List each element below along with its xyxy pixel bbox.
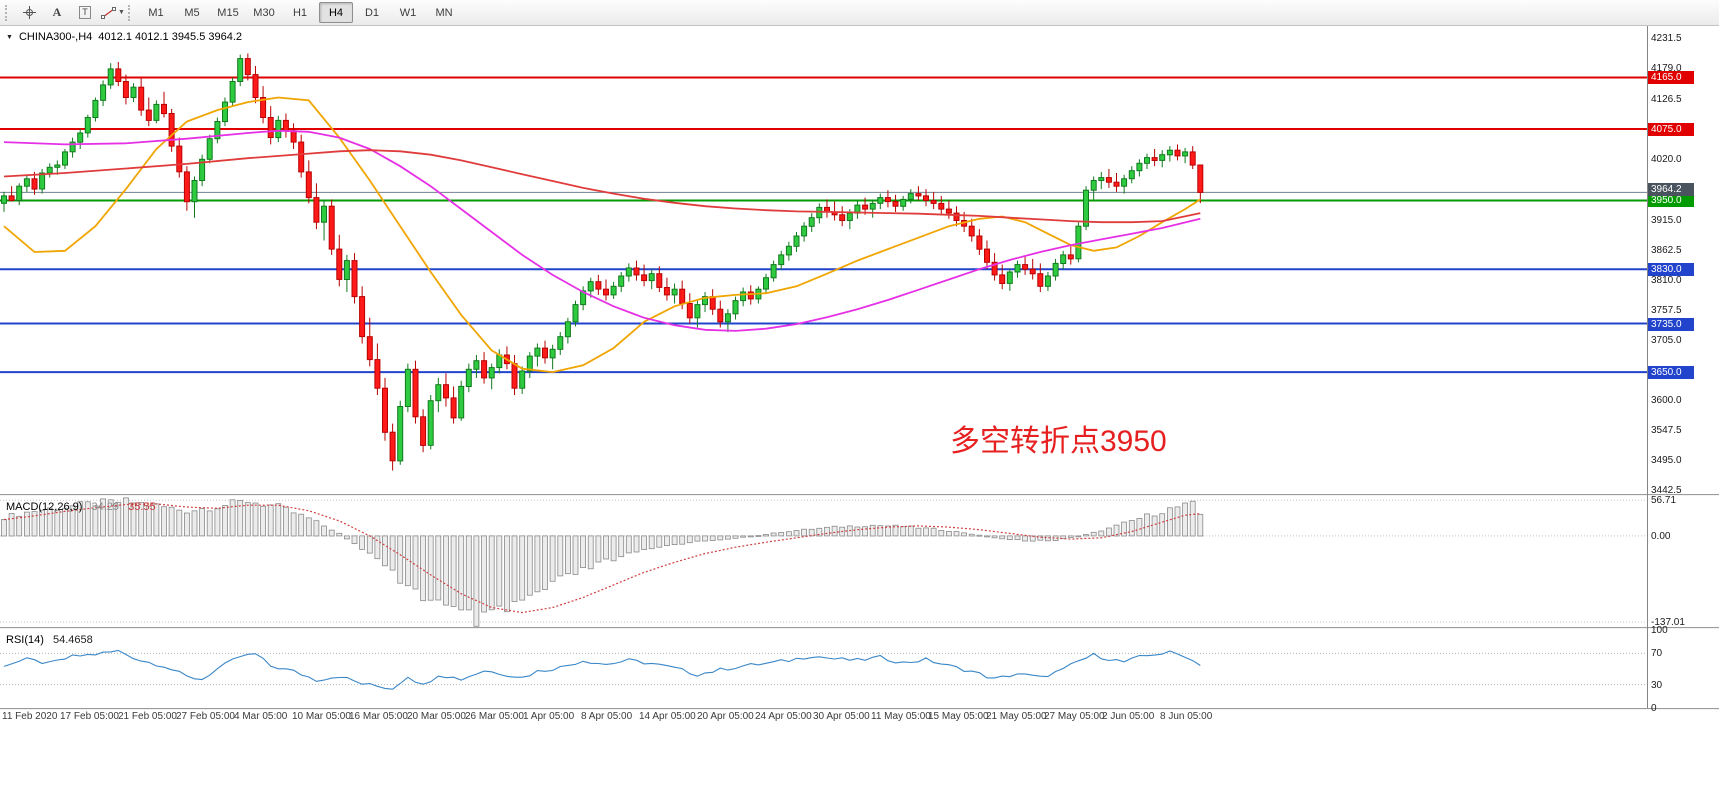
price-scale-tick: 3547.5 [1651, 425, 1682, 436]
time-axis-label: 14 Apr 05:00 [639, 711, 696, 722]
price-scale-tick: 3705.0 [1651, 335, 1682, 346]
macd-scale-tick: -137.01 [1651, 617, 1685, 628]
rsi-scale-tick: 30 [1651, 680, 1663, 691]
time-axis-label: 8 Jun 05:00 [1160, 711, 1213, 722]
macd-name: MACD(12,26,9) [6, 501, 83, 513]
macd-pane-canvas[interactable] [0, 497, 1647, 627]
line-studies-icon [101, 6, 117, 19]
price-badge-3950.0: 3950.0 [1648, 194, 1694, 207]
pane-splitter[interactable] [0, 627, 1719, 629]
time-axis-label: 16 Mar 05:00 [349, 711, 408, 722]
macd-value: 34.29 [91, 501, 120, 513]
price-scale-tick: 3600.0 [1651, 395, 1682, 406]
macd-scale-tick: 0.00 [1651, 531, 1671, 542]
price-scale-border [1647, 26, 1648, 708]
timeframe-button-mn[interactable]: MN [435, 6, 453, 19]
timeframe-button-w1[interactable]: W1 [399, 6, 417, 19]
time-axis-label: 2 Jun 05:00 [1102, 711, 1155, 722]
time-axis-label: 24 Apr 05:00 [755, 711, 812, 722]
price-scale-tick: 3915.0 [1651, 215, 1682, 226]
price-scale-tick: 3862.5 [1651, 245, 1682, 256]
textbox-tool[interactable]: T [72, 2, 98, 24]
timeframe-buttons-group: M1 M5 M15 M30 H1 H4 D1 W1 MN [139, 2, 461, 23]
timeframe-button-m5[interactable]: M5 [184, 6, 200, 19]
time-axis-label: 20 Mar 05:00 [407, 711, 466, 722]
symbol-period-label: CHINA300-,H4 [18, 31, 93, 43]
toolbar-grip[interactable] [128, 4, 134, 21]
macd-signal-value: 35.55 [128, 501, 156, 513]
price-scale-tick: 4020.0 [1651, 154, 1682, 165]
price-scale-tick: 4126.5 [1651, 94, 1682, 105]
time-axis-label: 10 Mar 05:00 [292, 711, 351, 722]
chart-title: ▼ CHINA300-,H4 4012.1 4012.1 3945.5 3964… [6, 31, 242, 43]
candles [1, 53, 1204, 471]
price-scale-tick: 3757.5 [1651, 305, 1682, 316]
price-scale-tick: 3442.5 [1651, 485, 1682, 496]
time-axis-label: 15 May 05:00 [928, 711, 989, 722]
macd-signal-line [3, 503, 1201, 614]
time-axis-label: 21 Feb 05:00 [118, 711, 177, 722]
time-axis-label: 17 Feb 05:00 [60, 711, 119, 722]
chevron-down-icon: ▼ [118, 9, 125, 16]
timeframe-button-m30[interactable]: M30 [253, 6, 275, 19]
price-badge-3735.0: 3735.0 [1648, 318, 1694, 331]
timeframe-button-h1[interactable]: H1 [292, 6, 308, 19]
price-scale-tick: 4179.0 [1651, 63, 1682, 74]
time-axis-label: 11 May 05:00 [871, 711, 931, 722]
time-axis-label: 26 Mar 05:00 [465, 711, 524, 722]
chart-annotation-text: 多空转折点3950 [950, 425, 1167, 458]
price-badge-4075.0: 4075.0 [1648, 123, 1694, 136]
rsi-scale-tick: 70 [1651, 648, 1663, 659]
pane-splitter[interactable] [0, 494, 1719, 496]
macd-histogram [1, 497, 1204, 627]
ma-fast-orange [3, 96, 1201, 374]
price-badge-3830.0: 3830.0 [1648, 263, 1694, 276]
time-axis-label: 11 Feb 2020 [2, 711, 58, 722]
rsi-scale-tick: 100 [1651, 625, 1668, 636]
price-badge-3650.0: 3650.0 [1648, 366, 1694, 379]
price-scale-tick: 3495.0 [1651, 455, 1682, 466]
line-studies-tool[interactable]: ▼ [100, 2, 126, 24]
ma-slow-red [3, 149, 1201, 224]
price-badge-4165.0: 4165.0 [1648, 71, 1694, 84]
time-axis-label: 30 Apr 05:00 [813, 711, 870, 722]
time-axis-label: 27 May 05:00 [1044, 711, 1105, 722]
price-scale-tick: 4231.5 [1651, 33, 1682, 44]
time-axis-label: 20 Apr 05:00 [697, 711, 754, 722]
time-axis-label: 1 Apr 05:00 [523, 711, 575, 722]
ohlc-values: 4012.1 4012.1 3945.5 3964.2 [98, 31, 243, 43]
rsi-scale-tick: 0 [1651, 703, 1657, 714]
pane-splitter[interactable] [0, 708, 1719, 710]
rsi-name: RSI(14) [6, 634, 44, 646]
timeframe-button-h4[interactable]: H4 [319, 2, 353, 23]
timeframe-button-d1[interactable]: D1 [364, 6, 380, 19]
time-axis[interactable]: 11 Feb 2020 17 Feb 05:00 21 Feb 05:00 27 Fe… [0, 711, 1647, 727]
macd-indicator-label: MACD(12,26,9) 34.29 35.55 [6, 501, 156, 513]
rsi-line [3, 649, 1201, 690]
text-tool[interactable]: A [44, 2, 70, 24]
current-price-badge: 3964.2 [1648, 183, 1694, 196]
rsi-value: 54.4658 [52, 634, 93, 646]
drawing-tools-group: A T ▼ [16, 2, 126, 24]
time-axis-label: 8 Apr 05:00 [581, 711, 633, 722]
crosshair-icon [22, 6, 36, 19]
toolbar-grip[interactable] [5, 4, 11, 21]
macd-scale-tick: 56.71 [1651, 495, 1677, 506]
one-click-trading-toggle-icon[interactable]: ▼ [6, 33, 13, 41]
crosshair-tool[interactable] [16, 2, 42, 24]
text-a-icon: A [52, 5, 62, 19]
time-axis-label: 4 Mar 05:00 [234, 711, 288, 722]
toolbar: A T ▼ M1 M5 M15 M30 H1 H4 D1 W1 MN [0, 0, 1719, 26]
time-axis-label: 27 Feb 05:00 [176, 711, 235, 722]
time-axis-label: 21 May 05:00 [986, 711, 1047, 722]
ma-mid-magenta [3, 129, 1201, 332]
rsi-indicator-label: RSI(14) 54.4658 [6, 634, 93, 646]
price-chart-canvas[interactable] [0, 26, 1647, 494]
price-scale-tick: 3810.0 [1651, 275, 1682, 286]
rsi-pane-canvas[interactable] [0, 630, 1647, 708]
timeframe-button-m1[interactable]: M1 [148, 6, 164, 19]
timeframe-button-m15[interactable]: M15 [217, 6, 239, 19]
text-box-icon: T [79, 6, 91, 19]
